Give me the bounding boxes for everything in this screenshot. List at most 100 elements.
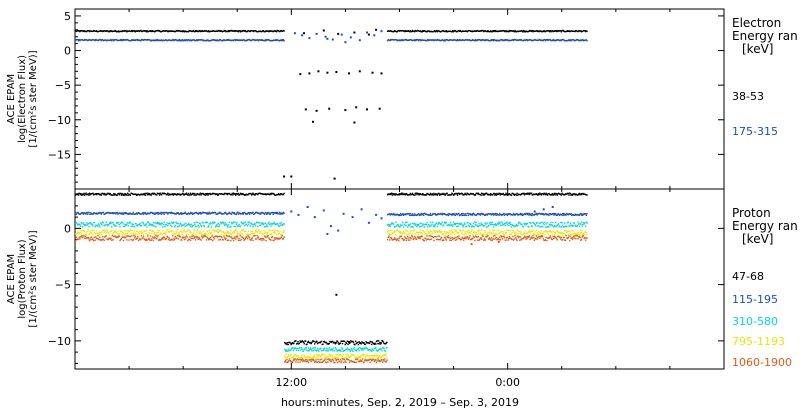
proton-point — [195, 236, 197, 238]
proton-point — [463, 237, 466, 239]
proton-point — [174, 226, 176, 228]
proton-point — [454, 237, 456, 239]
proton-point — [122, 212, 124, 214]
proton-point — [284, 357, 287, 359]
proton-point — [185, 231, 187, 233]
electron-point — [546, 38, 549, 41]
proton-point — [402, 233, 404, 235]
proton-point — [230, 239, 232, 242]
proton-point — [484, 222, 486, 224]
proton-point — [77, 212, 80, 214]
proton-point — [487, 226, 489, 228]
proton-point — [311, 350, 313, 352]
proton-point — [357, 341, 359, 344]
proton-point — [102, 211, 105, 214]
proton-point — [111, 226, 113, 228]
electron-point — [205, 39, 208, 41]
proton-point — [200, 213, 202, 215]
electron-point — [437, 39, 439, 41]
proton-point — [145, 223, 147, 225]
proton-point — [586, 237, 588, 239]
proton-series-115-195 — [75, 206, 588, 235]
proton-point — [406, 221, 408, 224]
proton-point — [435, 193, 437, 195]
proton-point — [318, 353, 321, 356]
proton-point — [320, 340, 323, 343]
proton-point — [203, 193, 206, 195]
proton-point — [97, 193, 99, 195]
electron-point — [220, 39, 222, 42]
proton-point — [394, 194, 396, 196]
electron-point — [94, 39, 96, 42]
proton-point — [244, 224, 246, 227]
proton-point — [296, 358, 298, 360]
proton-point — [176, 226, 179, 228]
proton-point — [386, 238, 389, 241]
proton-point — [445, 239, 448, 241]
proton-point — [147, 235, 149, 237]
proton-point — [141, 232, 143, 235]
proton-point — [268, 211, 270, 214]
electron-point — [189, 30, 192, 32]
proton-point — [470, 232, 472, 235]
electron-point — [380, 72, 383, 75]
proton-point — [450, 194, 452, 196]
proton-point — [160, 222, 163, 224]
proton-point — [364, 343, 367, 345]
electron-point — [281, 39, 283, 41]
proton-point — [177, 212, 179, 214]
electron-point — [378, 107, 381, 110]
proton-point — [542, 213, 545, 215]
proton-point — [387, 236, 389, 238]
proton-point — [217, 194, 219, 196]
proton-point — [77, 238, 80, 240]
proton-point — [89, 230, 91, 232]
proton-point — [135, 233, 137, 235]
proton-point — [277, 225, 280, 227]
proton-point — [461, 213, 463, 215]
electron-point — [582, 38, 584, 41]
proton-point — [164, 232, 166, 234]
proton-point — [242, 223, 244, 225]
electron-point — [523, 31, 525, 33]
electron-point — [149, 39, 151, 41]
proton-point — [535, 234, 537, 236]
proton-point — [445, 238, 447, 240]
proton-point — [353, 354, 355, 357]
proton-point — [552, 235, 554, 238]
electron-point — [184, 40, 186, 42]
proton-point — [327, 361, 329, 363]
electron-point — [312, 120, 314, 123]
proton-point — [315, 359, 317, 361]
proton-point — [409, 223, 412, 225]
proton-point — [172, 222, 174, 224]
proton-point — [334, 355, 336, 358]
proton-point — [416, 223, 419, 226]
proton-point — [276, 238, 278, 240]
proton-point — [95, 193, 98, 196]
proton-point — [422, 194, 425, 196]
proton-point — [507, 213, 509, 215]
proton-point — [273, 230, 276, 233]
proton-point — [524, 213, 527, 216]
proton-point — [180, 225, 183, 227]
proton-point — [88, 225, 90, 228]
electron-point — [95, 30, 98, 32]
proton-point — [114, 230, 116, 232]
electron-point — [500, 30, 502, 32]
electron-point — [196, 39, 198, 41]
proton-point — [146, 213, 148, 215]
proton-point — [87, 229, 89, 231]
proton-point — [95, 212, 98, 214]
proton-point — [294, 358, 296, 360]
proton-point — [386, 357, 388, 359]
proton-point — [465, 225, 468, 227]
electron-point — [491, 31, 493, 33]
proton-point — [467, 230, 470, 232]
proton-point — [388, 235, 390, 237]
proton-point — [281, 224, 283, 227]
proton-point — [365, 360, 367, 362]
proton-point — [295, 359, 298, 361]
proton-point — [458, 192, 460, 194]
electron-point — [551, 39, 554, 42]
